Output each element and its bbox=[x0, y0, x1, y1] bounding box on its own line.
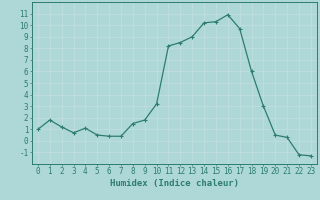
X-axis label: Humidex (Indice chaleur): Humidex (Indice chaleur) bbox=[110, 179, 239, 188]
